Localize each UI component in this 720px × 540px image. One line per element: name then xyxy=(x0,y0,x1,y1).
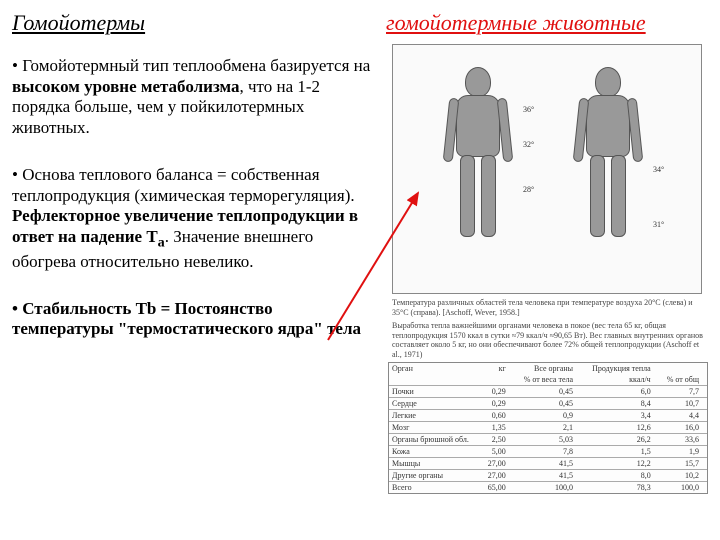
table-row: Другие органы27,0041,58,010,2 xyxy=(389,469,707,481)
figure-left xyxy=(443,67,513,247)
temp-label-4: 34° xyxy=(653,165,664,174)
table-row: Почки0,290,456,07,7 xyxy=(389,385,707,397)
table-row: Мозг1,352,112,616,0 xyxy=(389,421,707,433)
heat-table: Орган кг Все органы Продукция тепла % от… xyxy=(388,362,708,494)
th-all: Все органы xyxy=(514,363,581,374)
paragraph-3: • Стабильность Tb = Постоянство температ… xyxy=(12,299,376,340)
th-prod: Продукция тепла xyxy=(581,363,659,374)
p1-text-a: • Гомойотермный тип теплообмена базирует… xyxy=(12,56,370,75)
temp-label-1: 36° xyxy=(523,105,534,114)
figure-right xyxy=(573,67,643,247)
body-diagram: 36° 32° 28° 34° 31° xyxy=(392,44,702,294)
temp-label-3: 28° xyxy=(523,185,534,194)
title-right: гомойотермные животные xyxy=(386,10,710,36)
temp-label-2: 32° xyxy=(523,140,534,149)
table-row: Органы брюшной обл.2,505,0326,233,6 xyxy=(389,433,707,445)
p1-text-b: высоком уровне метаболизма xyxy=(12,77,240,96)
table-row: Мышцы27,0041,512,215,7 xyxy=(389,457,707,469)
th-pct xyxy=(659,363,707,374)
th-organ: Орган xyxy=(389,363,481,374)
table-row: Легкие0,600,93,44,4 xyxy=(389,409,707,421)
total-label: Всего xyxy=(389,481,481,493)
caption-2: Выработка тепла важнейшими органами чело… xyxy=(392,321,710,359)
table-row: Сердце0,290,458,410,7 xyxy=(389,397,707,409)
caption-1: Температура различных областей тела чело… xyxy=(392,298,710,317)
p2-text-a: • Основа теплового баланса = собственная… xyxy=(12,165,355,205)
paragraph-2: • Основа теплового баланса = собственная… xyxy=(12,165,376,273)
temp-label-5: 31° xyxy=(653,220,664,229)
table-row: Кожа5,007,81,51,9 xyxy=(389,445,707,457)
paragraph-1: • Гомойотермный тип теплообмена базирует… xyxy=(12,56,376,139)
title-left: Гомойотермы xyxy=(12,10,376,36)
th-kg: кг xyxy=(481,363,513,374)
